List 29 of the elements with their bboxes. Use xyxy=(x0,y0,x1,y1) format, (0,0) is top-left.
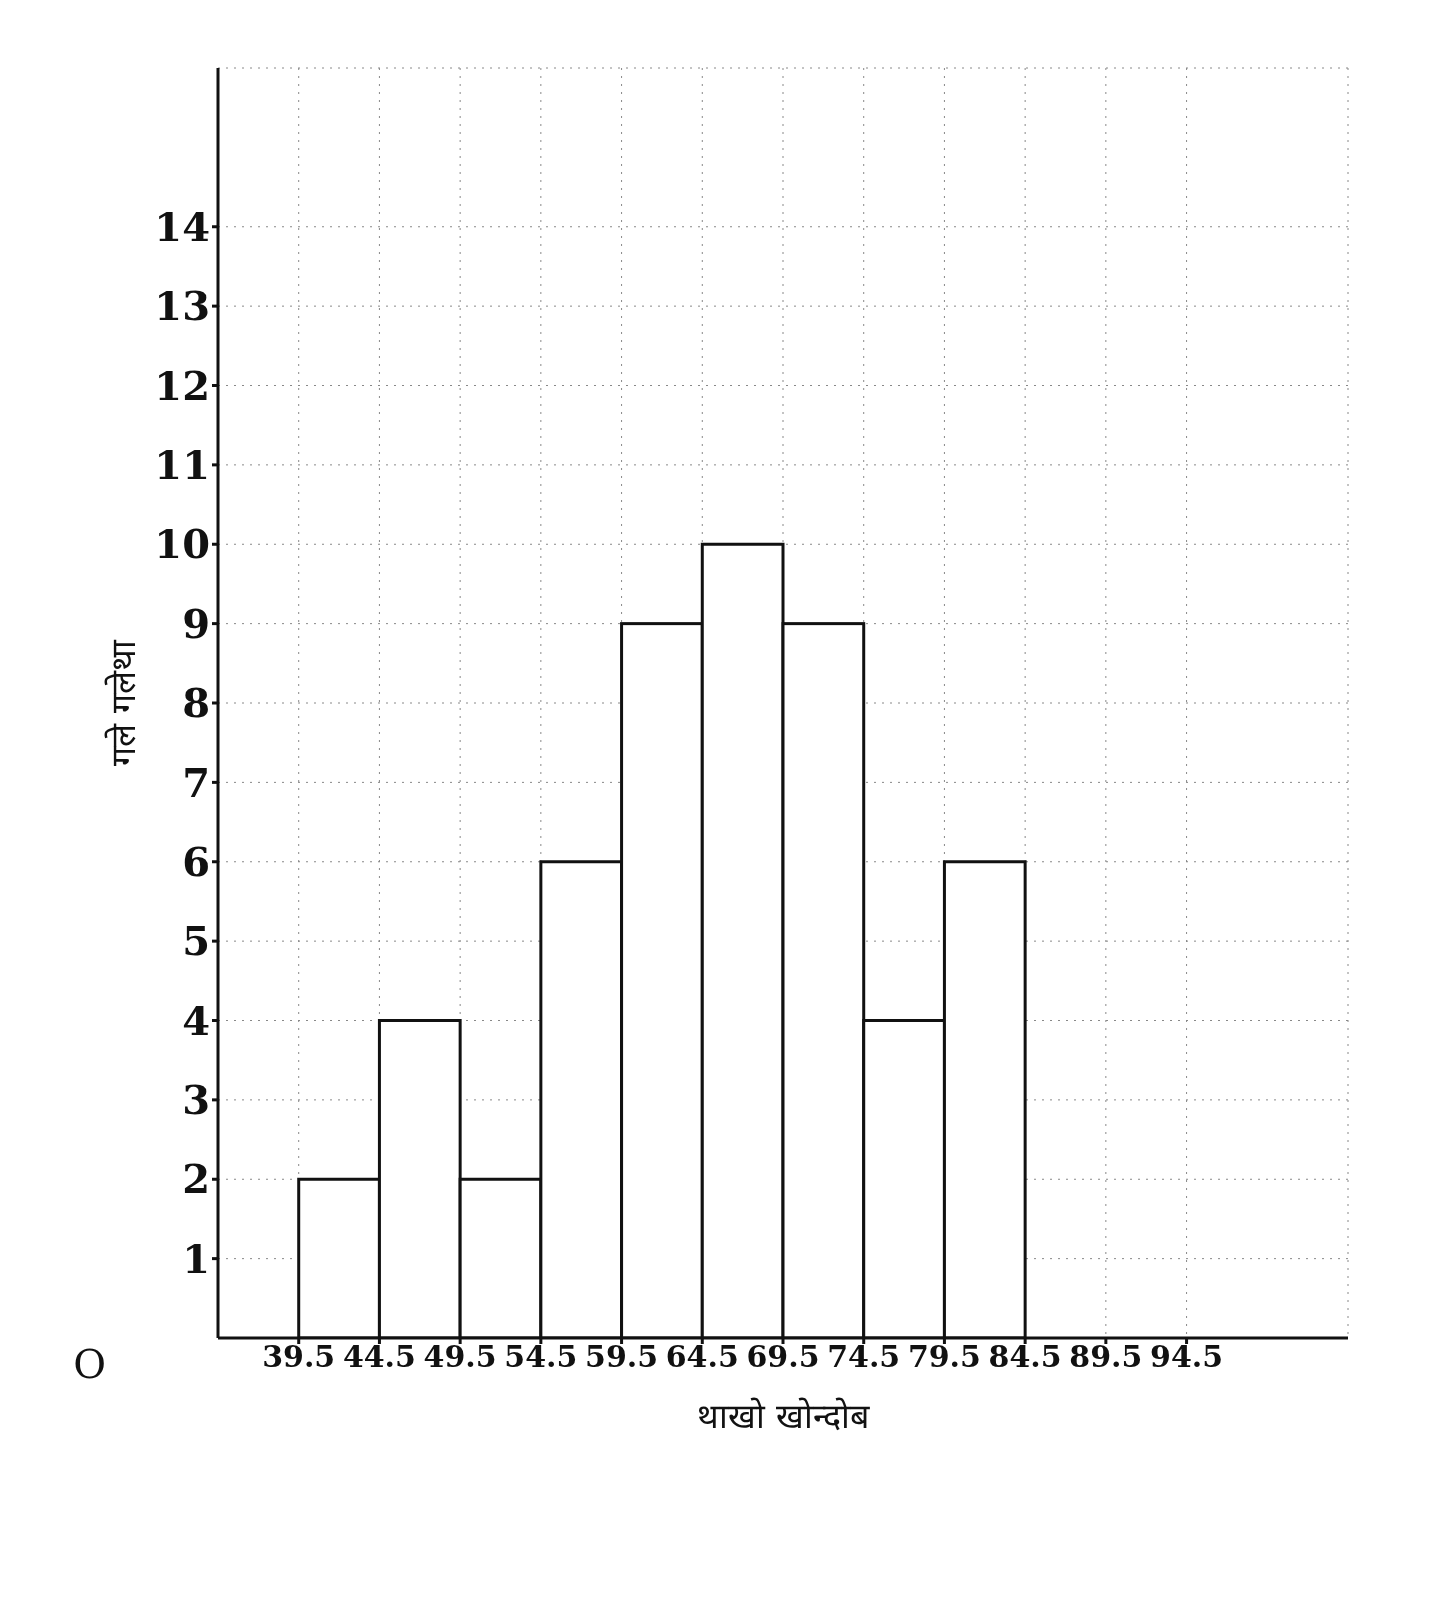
y-tick-label: 1 xyxy=(182,1234,210,1282)
y-tick-label: 7 xyxy=(182,758,210,806)
y-tick-label: 10 xyxy=(154,520,210,568)
y-tick-label: 9 xyxy=(182,599,210,647)
x-tick-label: 84.5 xyxy=(988,1339,1062,1375)
text: O xyxy=(73,1341,106,1387)
x-tick-label: 39.5 xyxy=(262,1339,336,1375)
y-tick-label: 13 xyxy=(154,282,210,330)
y-tick-label: 4 xyxy=(182,996,210,1044)
y-tick-label: 5 xyxy=(182,917,210,965)
y-tick-label: 6 xyxy=(182,837,210,885)
x-tick-label: 89.5 xyxy=(1069,1339,1143,1375)
y-tick-label: 3 xyxy=(182,1076,210,1124)
x-tick-label: 59.5 xyxy=(585,1339,659,1375)
x-tick-label: 64.5 xyxy=(665,1339,739,1375)
x-tick-label: 79.5 xyxy=(907,1339,981,1375)
y-tick-label: 11 xyxy=(154,441,210,489)
x-tick-label: 94.5 xyxy=(1150,1339,1224,1375)
x-tick-label: 49.5 xyxy=(423,1339,497,1375)
y-tick-label: 2 xyxy=(182,1155,210,1203)
x-tick-label: 44.5 xyxy=(342,1339,416,1375)
y-tick-label: 12 xyxy=(154,361,210,409)
y-tick-label: 8 xyxy=(182,679,210,727)
x-tick-label: 54.5 xyxy=(504,1339,578,1375)
x-tick-label: 69.5 xyxy=(746,1339,820,1375)
y-tick-label: 14 xyxy=(154,202,210,250)
x-tick-label: 74.5 xyxy=(827,1339,901,1375)
x-axis-title: थाखो खोन्दोब xyxy=(697,1396,870,1436)
y-axis-title: गले गलेथा xyxy=(103,639,144,766)
